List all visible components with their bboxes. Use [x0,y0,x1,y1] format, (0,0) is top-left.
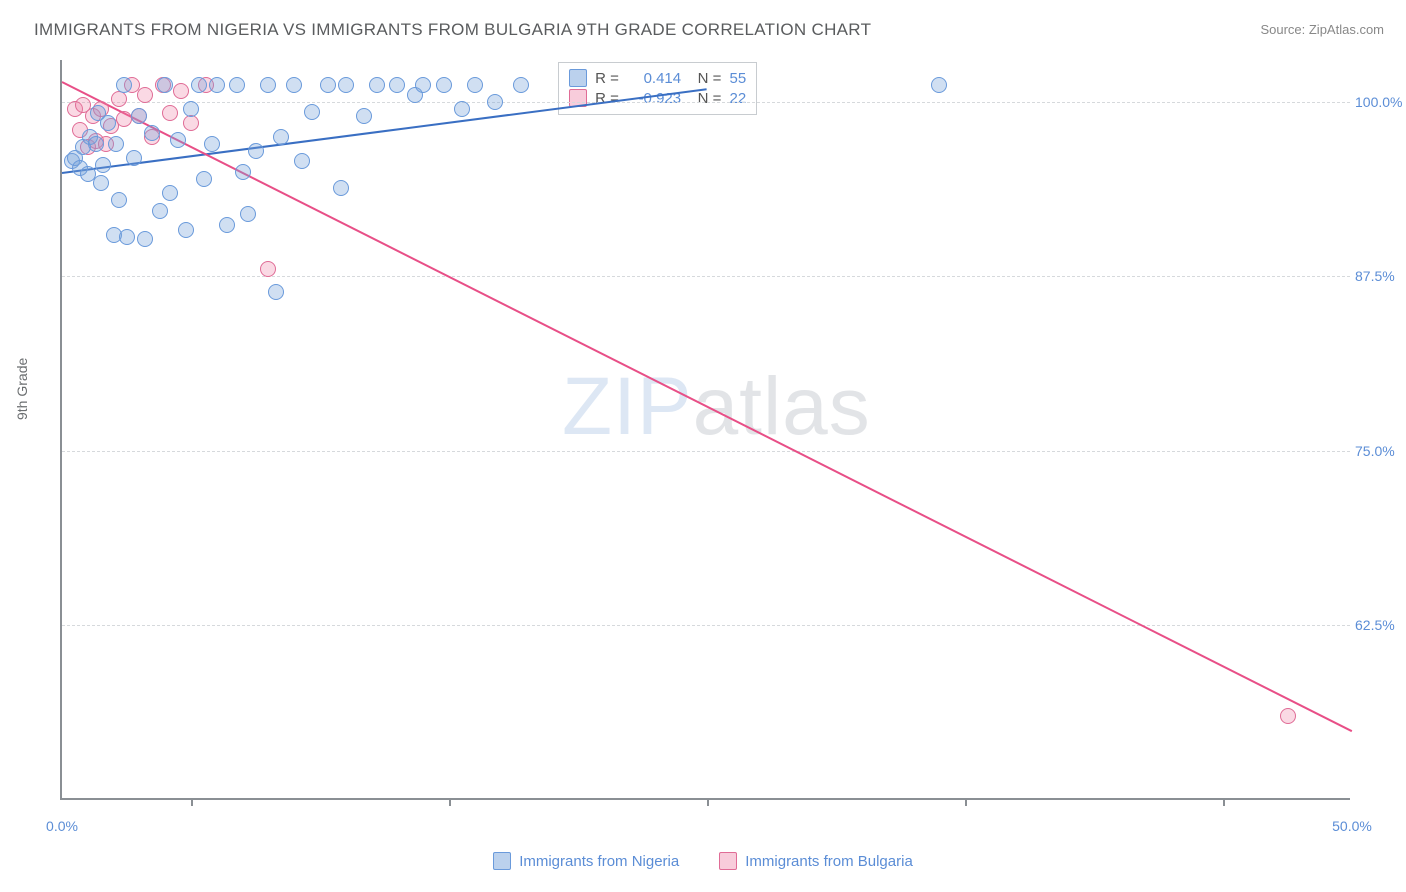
data-point [235,164,251,180]
data-point [356,108,372,124]
data-point [260,77,276,93]
data-point [88,136,104,152]
data-point [436,77,452,93]
data-point [204,136,220,152]
data-point [137,87,153,103]
swatch-pink-icon [719,852,737,870]
legend-n-value: 55 [730,70,747,87]
data-point [157,77,173,93]
data-point [162,185,178,201]
data-point [126,150,142,166]
data-point [209,77,225,93]
data-point [108,136,124,152]
data-point [191,77,207,93]
data-point [144,125,160,141]
data-point [273,129,289,145]
data-point [467,77,483,93]
data-point [260,261,276,277]
data-point [183,115,199,131]
xtick [707,798,709,806]
legend-item-bulgaria: Immigrants from Bulgaria [719,852,913,870]
data-point [111,91,127,107]
data-point [229,77,245,93]
source-label: Source: ZipAtlas.com [1260,22,1384,37]
data-point [1280,708,1296,724]
data-point [119,229,135,245]
data-point [170,132,186,148]
swatch-blue-icon [569,69,587,87]
legend-label: Immigrants from Bulgaria [745,853,913,870]
data-point [931,77,947,93]
xtick-label: 0.0% [46,818,78,834]
xtick [191,798,193,806]
legend-row-nigeria: R = 0.414 N = 55 [569,69,746,87]
data-point [178,222,194,238]
data-point [131,108,147,124]
data-point [111,192,127,208]
data-point [338,77,354,93]
data-point [93,175,109,191]
data-point [320,77,336,93]
data-point [248,143,264,159]
ytick-label: 100.0% [1355,94,1406,110]
data-point [369,77,385,93]
ytick-label: 62.5% [1355,617,1406,633]
data-point [152,203,168,219]
data-point [333,180,349,196]
data-point [116,111,132,127]
chart-title: IMMIGRANTS FROM NIGERIA VS IMMIGRANTS FR… [34,20,871,40]
data-point [173,83,189,99]
data-point [219,217,235,233]
data-point [183,101,199,117]
correlation-legend: R = 0.414 N = 55 R = -0.923 N = 22 [558,62,757,115]
data-point [389,77,405,93]
data-point [100,115,116,131]
watermark-zip: ZIP [562,361,693,452]
grid-line [62,451,1350,452]
data-point [137,231,153,247]
data-point [513,77,529,93]
data-point [95,157,111,173]
grid-line [62,276,1350,277]
data-point [268,284,284,300]
yaxis-title: 9th Grade [14,358,30,420]
watermark: ZIPatlas [562,360,871,454]
data-point [162,105,178,121]
ytick-label: 75.0% [1355,443,1406,459]
legend-r-value: 0.414 [627,70,681,87]
data-point [240,206,256,222]
data-point [454,101,470,117]
bottom-legend: Immigrants from Nigeria Immigrants from … [0,852,1406,870]
legend-r-label: R = [591,70,623,87]
watermark-atlas: atlas [693,361,871,452]
data-point [196,171,212,187]
legend-n-label: N = [685,70,725,87]
data-point [286,77,302,93]
trend-line-bulgaria [62,81,1353,732]
data-point [415,77,431,93]
plot-area: ZIPatlas R = 0.414 N = 55 R = -0.923 N =… [60,60,1350,800]
legend-n-value: 22 [730,90,747,107]
data-point [304,104,320,120]
data-point [294,153,310,169]
data-point [116,77,132,93]
legend-label: Immigrants from Nigeria [519,853,679,870]
xtick-label: 50.0% [1332,818,1372,834]
swatch-blue-icon [493,852,511,870]
xtick [449,798,451,806]
data-point [487,94,503,110]
xtick [1223,798,1225,806]
legend-item-nigeria: Immigrants from Nigeria [493,852,679,870]
grid-line [62,102,1350,103]
ytick-label: 87.5% [1355,268,1406,284]
grid-line [62,625,1350,626]
xtick [965,798,967,806]
